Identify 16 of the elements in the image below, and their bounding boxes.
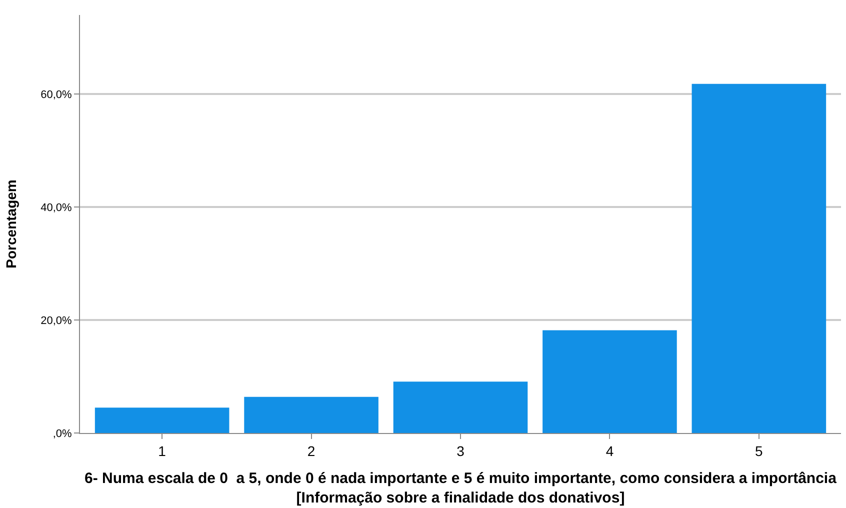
bar [393, 382, 528, 433]
x-tick-label: 4 [606, 442, 614, 459]
x-axis-title: 6- Numa escala de 0 a 5, onde 0 é nada importante e 5 é muito importante, como considera a importância [Informação sobre a finalidade dos donativos] [84, 470, 838, 506]
bar [542, 330, 677, 433]
bar [94, 408, 230, 433]
y-tick-label: 40,0% [40, 202, 72, 214]
x-tick-label: 1 [158, 442, 166, 459]
bar [244, 396, 378, 433]
x-tick-label: 5 [755, 442, 764, 459]
x-tick-label: 2 [307, 442, 316, 459]
y-tick-label: ,0% [52, 428, 72, 440]
y-tick-label: 20,0% [40, 314, 72, 327]
y-axis-title: Porcentagem [3, 180, 20, 268]
y-tick-label: 60,0% [40, 88, 72, 101]
bar [692, 84, 826, 433]
x-tick-label: 3 [456, 442, 465, 459]
